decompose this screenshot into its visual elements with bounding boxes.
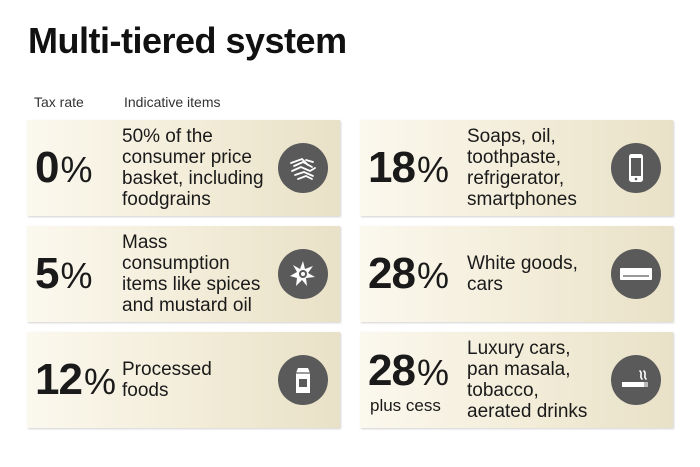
air-conditioner-icon: [611, 249, 661, 299]
tier-items: White goods, cars: [467, 253, 578, 295]
tier-card-0: 0% 50% of the consumer price basket, inc…: [27, 120, 340, 216]
tier-card-5: 5% Mass consumption items like spices an…: [27, 226, 340, 322]
tier-card-28: 28% White goods, cars: [360, 226, 673, 322]
tier-card-12: 12% Processed foods: [27, 332, 340, 428]
tax-rate: 18%: [368, 143, 449, 192]
tier-items: Processed foods: [122, 359, 212, 401]
smartphone-icon: [611, 143, 661, 193]
indicative-items-header: Indicative items: [124, 94, 221, 110]
tax-rate: 28%: [368, 249, 449, 298]
tier-card-18: 18% Soaps, oil, toothpaste, refrigerator…: [360, 120, 673, 216]
tax-rate: 5%: [35, 249, 93, 298]
tier-items: Luxury cars, pan masala, tobacco, aerate…: [467, 338, 588, 422]
tax-rate: 12%: [35, 355, 116, 404]
tier-items: Mass consumption items like spices and m…: [122, 232, 261, 316]
tax-rate: 28% plus cess: [368, 346, 449, 415]
tier-card-28-plus-cess: 28% plus cess Luxury cars, pan masala, t…: [360, 332, 673, 428]
tax-rate-header: Tax rate: [34, 94, 84, 110]
grain-icon: [278, 143, 328, 193]
cess-note: plus cess: [370, 396, 441, 415]
cigarette-icon: [611, 355, 661, 405]
tier-items: Soaps, oil, toothpaste, refrigerator, sm…: [467, 126, 577, 210]
tax-rate: 0%: [35, 143, 93, 192]
food-carton-icon: [278, 355, 328, 405]
tier-items: 50% of the consumer price basket, includ…: [122, 126, 264, 210]
spices-icon: [278, 249, 328, 299]
page-title: Multi-tiered system: [28, 20, 347, 61]
